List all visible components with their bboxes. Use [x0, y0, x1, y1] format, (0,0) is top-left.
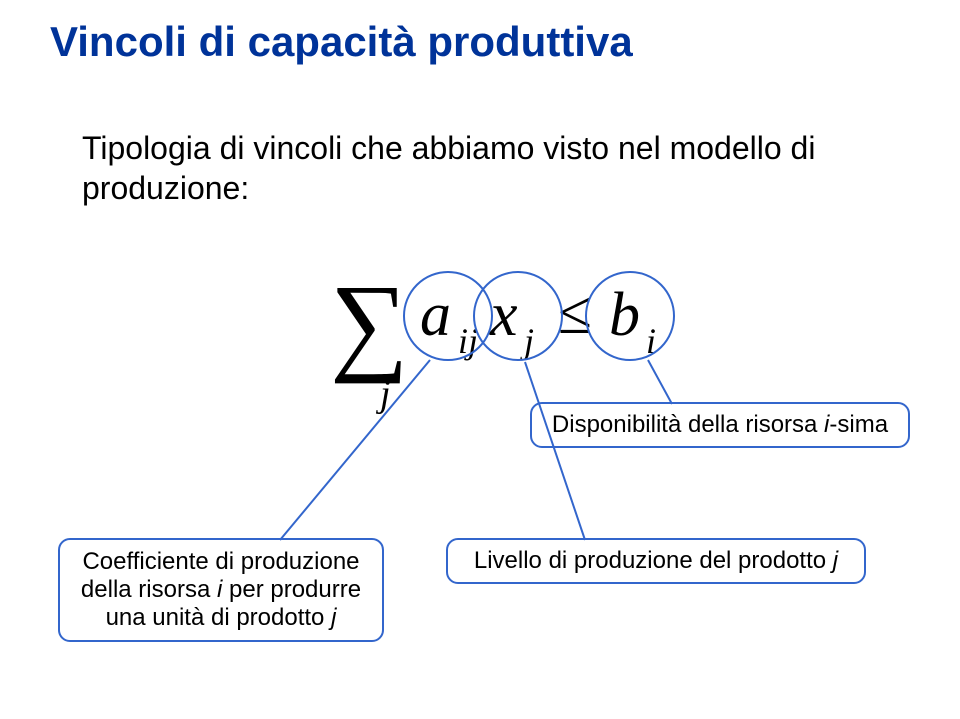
pointer-level — [525, 362, 585, 540]
callout-level: Livello di produzione del prodotto j — [446, 538, 866, 584]
callout-coef: Coefficiente di produzionedella risorsa … — [58, 538, 384, 642]
slide: Vincoli di capacità produttiva Tipologia… — [0, 0, 960, 719]
callout-disp: Disponibilità della risorsa i-sima — [530, 402, 910, 448]
callout-line: Livello di produzione del prodotto j — [456, 547, 856, 575]
callout-line: una unità di prodotto j — [70, 604, 372, 632]
pointer-coef — [280, 360, 430, 540]
pointer-disp — [648, 360, 672, 404]
callout-line: Disponibilità della risorsa i-sima — [540, 411, 900, 439]
callout-line: Coefficiente di produzione — [70, 548, 372, 576]
callout-line: della risorsa i per produrre — [70, 576, 372, 604]
